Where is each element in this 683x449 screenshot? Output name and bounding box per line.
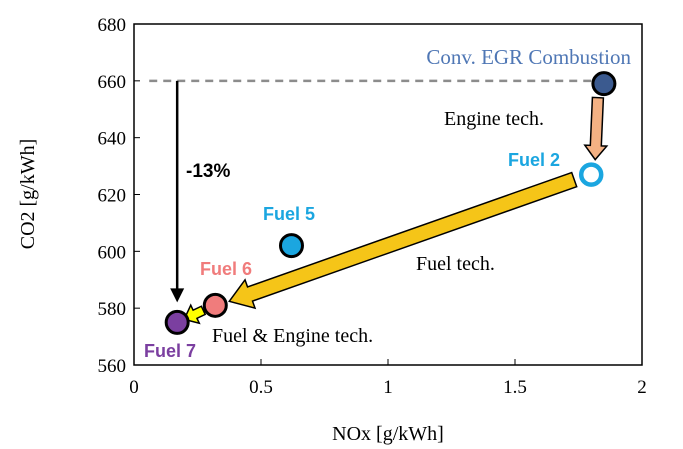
engine-tech-label: Engine tech. [444, 108, 544, 130]
y-tick-label: 640 [98, 129, 127, 150]
x-tick-label: 1 [383, 377, 393, 398]
y-tick-label: 600 [98, 242, 127, 263]
point-fuel-6 [202, 292, 228, 318]
fuel-tech-label: Fuel tech. [416, 253, 495, 275]
y-tick-label: 680 [98, 15, 127, 36]
label-fuel-2: Fuel 2 [508, 150, 560, 170]
fuel-engine-tech-arrow [183, 303, 207, 325]
label-fuel-5: Fuel 5 [263, 204, 315, 224]
axis-ticks: 0 0.5 1 1.5 2 560 580 600 620 640 660 680 [98, 15, 647, 398]
x-tick-label: 0.5 [249, 377, 273, 398]
point-conv-egr [591, 71, 617, 97]
y-tick-label: 620 [98, 186, 127, 207]
x-axis-title: NOx [g/kWh] [332, 423, 444, 445]
label-fuel-7: Fuel 7 [144, 341, 196, 361]
reduction-label: -13% [186, 161, 230, 182]
x-tick-label: 1.5 [503, 377, 527, 398]
engine-tech-arrow [583, 96, 609, 161]
y-tick-label: 660 [98, 72, 127, 93]
label-fuel-6: Fuel 6 [200, 259, 252, 279]
label-conv-egr: Conv. EGR Combustion [426, 45, 631, 69]
fuel-engine-tech-label: Fuel & Engine tech. [212, 325, 373, 347]
y-tick-label: 560 [98, 356, 127, 377]
reduction-arrow-head [170, 288, 185, 303]
point-fuel-2 [578, 162, 604, 187]
point-fuel-5 [278, 233, 304, 259]
x-tick-label: 0 [129, 377, 139, 398]
y-axis-title: CO2 [g/kWh] [17, 139, 39, 250]
fuel-tech-arrow [228, 171, 578, 310]
y-tick-label: 580 [98, 299, 127, 320]
x-tick-label: 2 [637, 377, 647, 398]
point-fuel-7 [164, 309, 190, 335]
